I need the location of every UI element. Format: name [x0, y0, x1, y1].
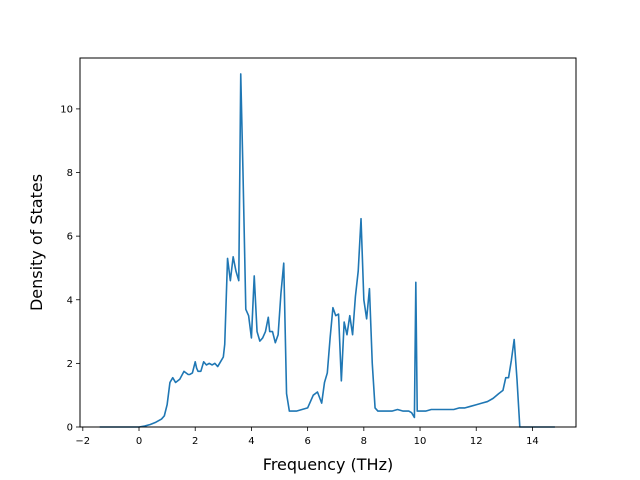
y-tick-label: 6 — [67, 232, 73, 243]
x-tick-label: 6 — [304, 436, 310, 447]
y-tick-label: 10 — [60, 104, 73, 115]
x-tick-label: −2 — [75, 436, 90, 447]
x-axis-label: Frequency (THz) — [263, 455, 393, 474]
x-axis-ticks: −2 0 2 4 6 8 10 12 14 — [75, 427, 539, 447]
y-axis-ticks: 0 2 4 6 8 10 — [60, 104, 80, 434]
x-tick-label: 14 — [526, 436, 539, 447]
x-tick-label: 2 — [192, 436, 198, 447]
plot-frame — [79, 57, 577, 428]
y-axis-label: Density of States — [27, 174, 46, 311]
y-tick-label: 4 — [67, 295, 73, 306]
x-tick-label: 0 — [136, 436, 142, 447]
y-tick-label: 8 — [67, 168, 73, 179]
series-layer — [99, 73, 555, 428]
x-tick-label: 10 — [414, 436, 427, 447]
x-tick-label: 4 — [248, 436, 254, 447]
x-tick-label: 8 — [361, 436, 367, 447]
y-tick-label: 0 — [67, 423, 73, 434]
x-tick-label: 12 — [470, 436, 483, 447]
y-tick-label: 2 — [67, 359, 73, 370]
series-line-0 — [99, 73, 555, 428]
